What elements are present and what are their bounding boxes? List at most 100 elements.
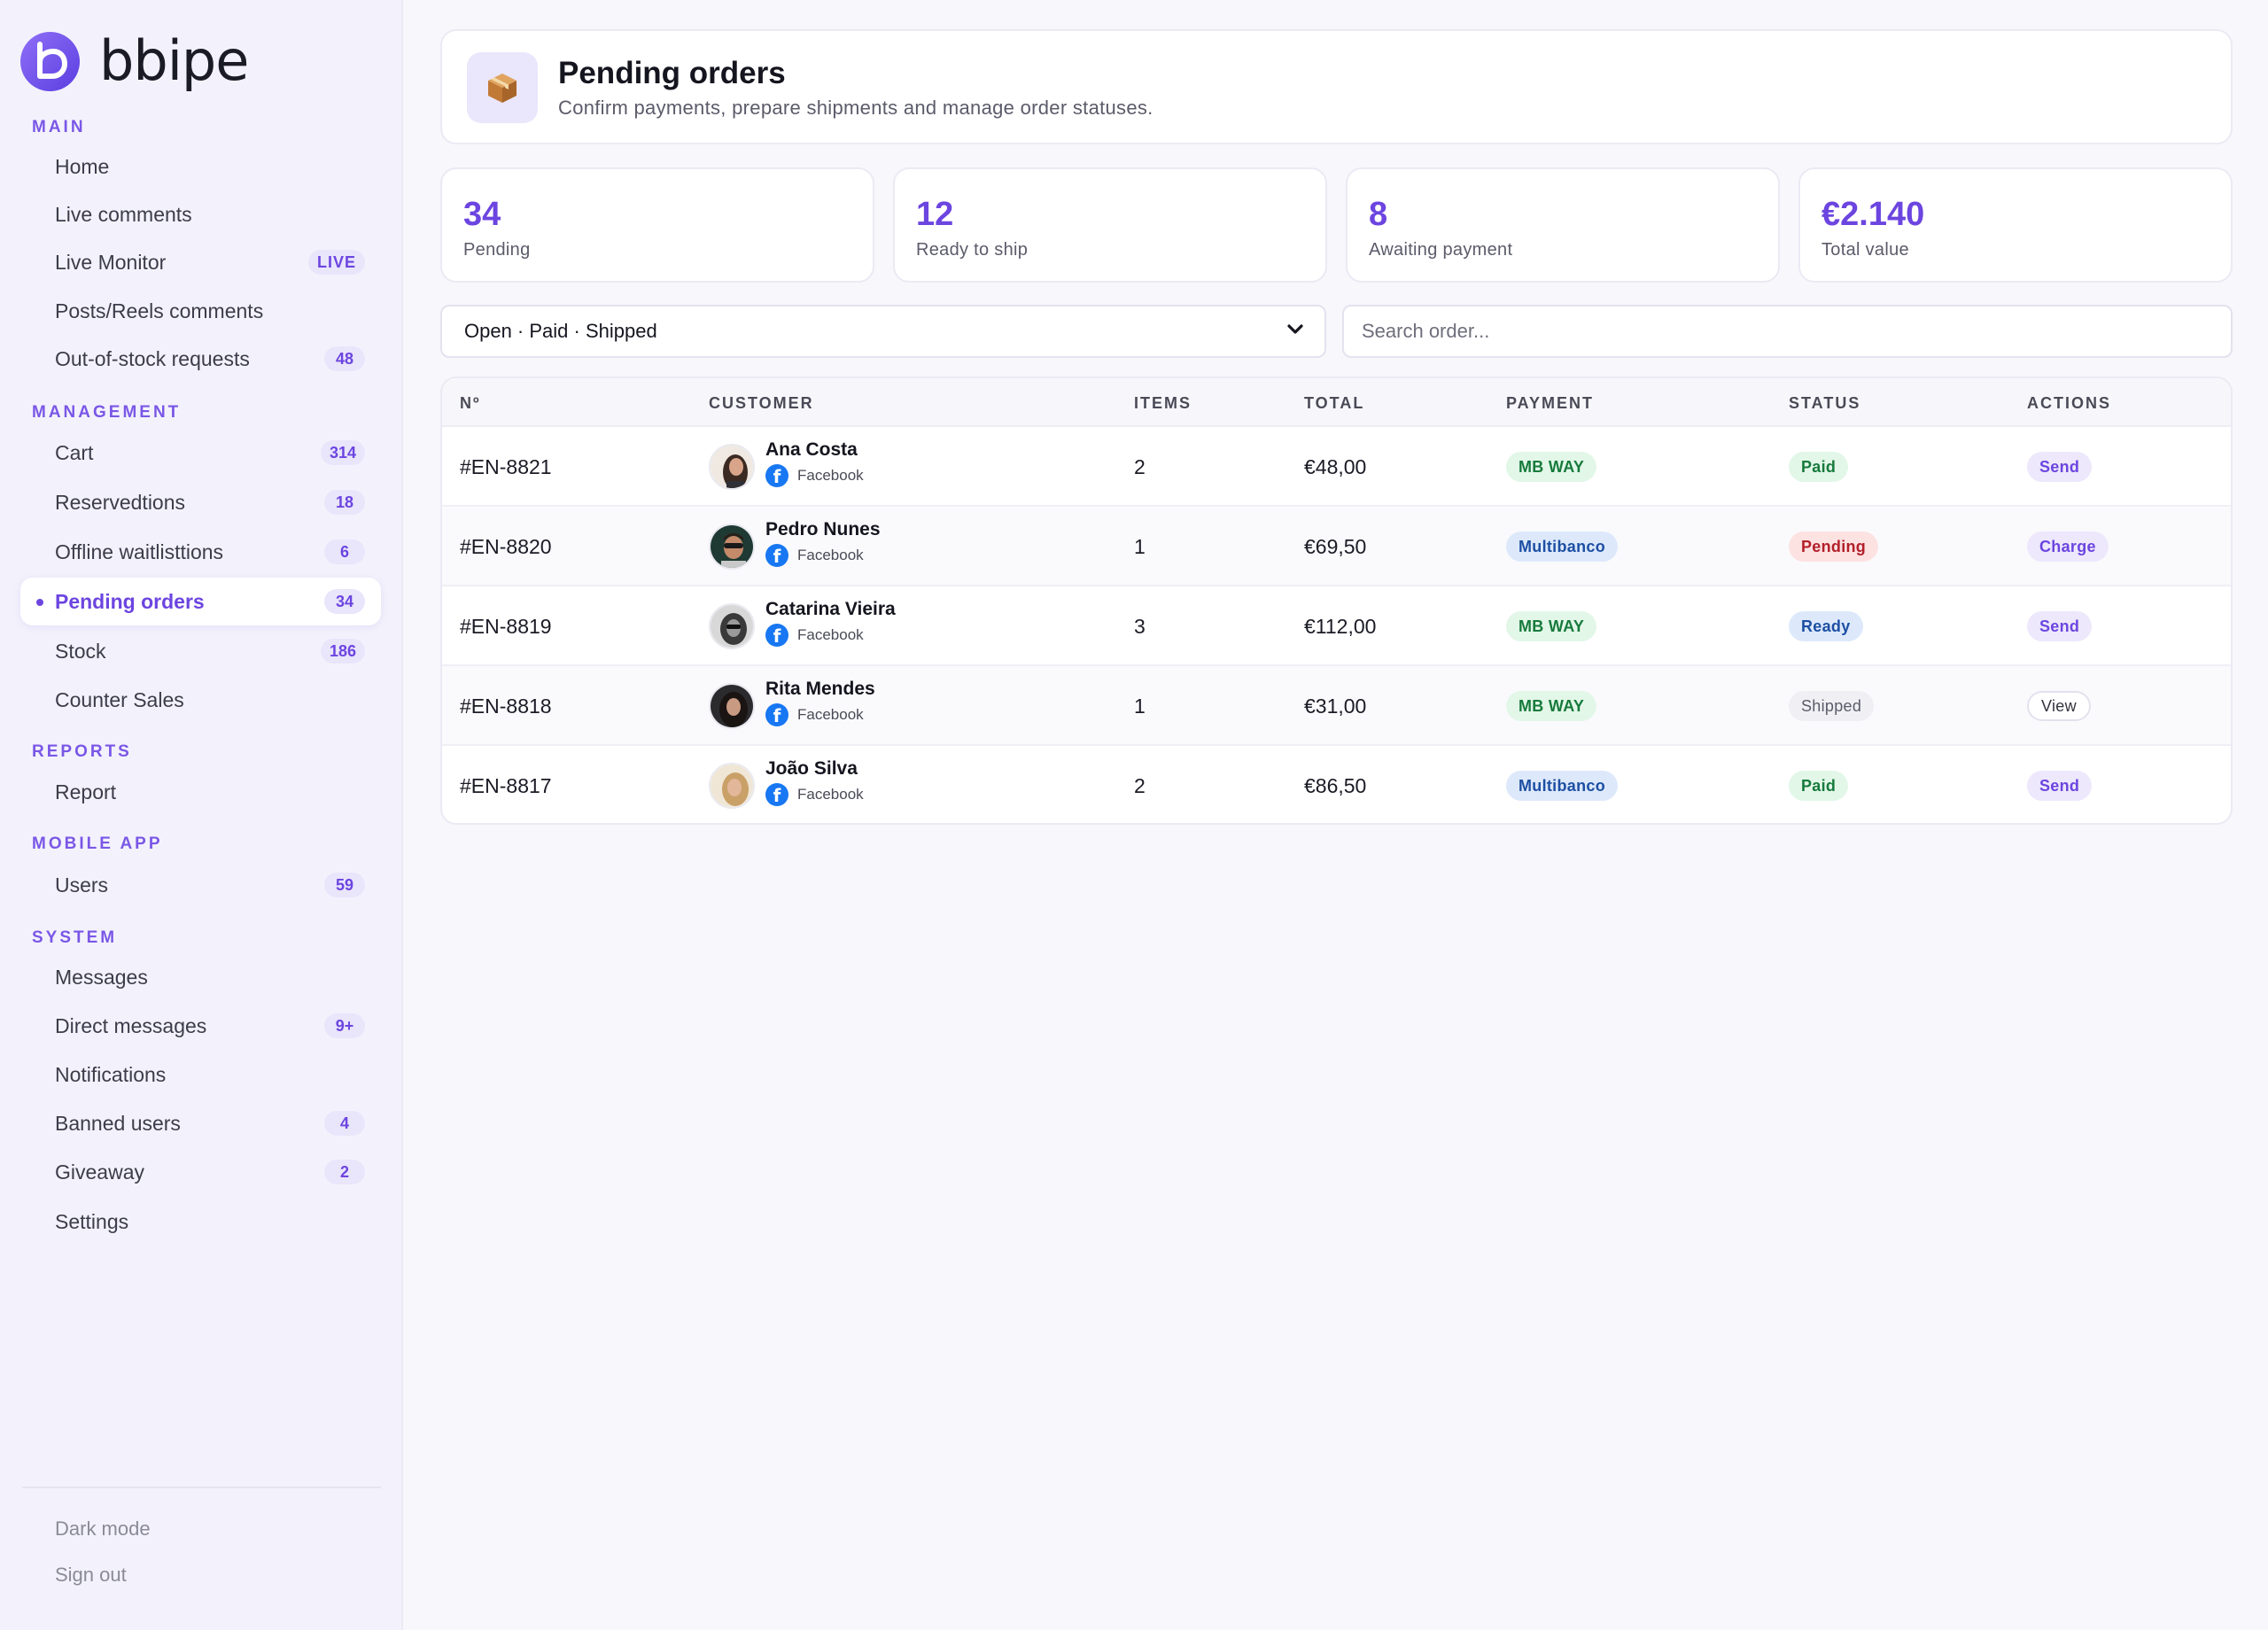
stat-card-total-value: €2.140 Total value — [1798, 167, 2233, 283]
stat-card-awaiting-payment: 8 Awaiting payment — [1346, 167, 1780, 283]
sidebar-item-stock[interactable]: Stock 186 — [20, 627, 381, 675]
payment-badge: MB WAY — [1506, 611, 1597, 641]
page-subtitle: Confirm payments, prepare shipments and … — [558, 97, 1153, 119]
customer-cell: Ana Costa f Facebook — [709, 427, 1081, 507]
customer-name: Ana Costa — [765, 439, 858, 460]
send-button[interactable]: Send — [2027, 452, 2093, 482]
sidebar-item-giveaway[interactable]: Giveaway 2 — [20, 1148, 381, 1196]
facebook-icon: f — [765, 703, 788, 726]
customer-source: f Facebook — [765, 703, 864, 726]
column-header-status: STATUS — [1789, 394, 1861, 412]
avatar — [709, 444, 755, 490]
order-number: #EN-8819 — [460, 614, 552, 638]
stat-label: Awaiting payment — [1369, 240, 1513, 260]
status-badge: Paid — [1789, 771, 1849, 801]
sidebar-item-settings[interactable]: Settings — [20, 1198, 381, 1246]
status-badge: Ready — [1789, 611, 1863, 641]
stat-value: 8 — [1369, 196, 1388, 233]
sidebar-item-live-monitor[interactable]: Live Monitor LIVE — [20, 238, 381, 286]
view-button[interactable]: View — [2027, 691, 2091, 721]
sidebar-item-label: Direct messages — [55, 1013, 207, 1037]
sidebar-item-label: Messages — [55, 965, 148, 989]
sidebar-item-label: Out-of-stock requests — [55, 346, 250, 370]
order-number: #EN-8820 — [460, 534, 552, 558]
table-row[interactable]: #EN-8818 Rita Mendes f Facebook 1 €31,00… — [442, 666, 2231, 746]
sidebar-item-offline-waitlists[interactable]: Offline waitlisttions 6 — [20, 528, 381, 576]
items-count: 1 — [1134, 534, 1146, 558]
avatar — [709, 603, 755, 649]
sidebar-item-label: Users — [55, 873, 109, 896]
table-row[interactable]: #EN-8819 Catarina Vieira f Facebook 3 €1… — [442, 586, 2231, 666]
order-total: €112,00 — [1304, 614, 1377, 638]
sidebar-item-messages[interactable]: Messages — [20, 953, 381, 1001]
count-badge: 186 — [320, 639, 365, 664]
sidebar-item-users[interactable]: Users 59 — [20, 861, 381, 909]
sidebar-item-live-comments[interactable]: Live comments — [20, 190, 381, 238]
count-badge: 2 — [324, 1160, 365, 1184]
customer-source: f Facebook — [765, 624, 864, 647]
sidebar-item-label: Reservedtions — [55, 490, 186, 514]
sidebar-item-label: Pending orders — [55, 589, 205, 613]
table-row[interactable]: #EN-8821 Ana Costa f Facebook 2 €48,00 M… — [442, 427, 2231, 507]
source-label: Facebook — [797, 547, 864, 563]
avatar — [709, 763, 755, 809]
stat-card-ready-to-ship: 12 Ready to ship — [893, 167, 1327, 283]
section-main: MAIN — [32, 118, 86, 136]
sign-out-button[interactable]: Sign out — [55, 1564, 127, 1586]
brand-name: bbipe — [99, 28, 249, 93]
sidebar-item-label: Settings — [55, 1209, 129, 1233]
count-badge: 314 — [320, 440, 365, 465]
table-row[interactable]: #EN-8817 João Silva f Facebook 2 €86,50 … — [442, 746, 2231, 823]
stat-card-pending: 34 Pending — [440, 167, 874, 283]
sidebar-item-counter-sales[interactable]: Counter Sales — [20, 676, 381, 724]
charge-button[interactable]: Charge — [2027, 532, 2109, 562]
sidebar-item-banned-users[interactable]: Banned users 4 — [20, 1099, 381, 1147]
order-total: €69,50 — [1304, 534, 1367, 558]
sidebar-item-report[interactable]: Report — [20, 768, 381, 816]
sidebar-item-label: Banned users — [55, 1111, 181, 1135]
customer-cell: Rita Mendes f Facebook — [709, 666, 1081, 746]
dark-mode-toggle[interactable]: Dark mode — [55, 1517, 151, 1540]
source-label: Facebook — [797, 467, 864, 484]
sidebar: bbipe MAIN Home Live comments Live Monit… — [0, 0, 403, 1630]
status-filter-value: Open · Paid · Shipped — [464, 320, 657, 342]
send-button[interactable]: Send — [2027, 611, 2093, 641]
sidebar-item-home[interactable]: Home — [20, 143, 381, 190]
sidebar-item-reservations[interactable]: Reservedtions 18 — [20, 478, 381, 526]
customer-name: Rita Mendes — [765, 679, 875, 699]
sidebar-item-cart[interactable]: Cart 314 — [20, 429, 381, 477]
stat-label: Ready to ship — [916, 240, 1029, 260]
page-header: Pending orders Confirm payments, prepare… — [440, 29, 2233, 144]
status-filter-select[interactable]: Open · Paid · Shipped — [440, 305, 1326, 358]
column-header-actions: ACTIONS — [2027, 394, 2111, 412]
sidebar-item-out-of-stock-requests[interactable]: Out-of-stock requests 48 — [20, 335, 381, 383]
sidebar-item-notifications[interactable]: Notifications — [20, 1051, 381, 1098]
items-count: 3 — [1134, 614, 1146, 638]
customer-source: f Facebook — [765, 544, 864, 567]
customer-source: f Facebook — [765, 783, 864, 806]
section-system: SYSTEM — [32, 928, 118, 947]
customer-name: João Silva — [765, 758, 858, 779]
payment-badge: Multibanco — [1506, 771, 1618, 801]
sidebar-item-label: Posts/Reels comments — [55, 299, 264, 322]
column-header-customer: CUSTOMER — [709, 394, 814, 412]
order-total: €31,00 — [1304, 694, 1367, 718]
sidebar-item-posts-reels-comments[interactable]: Posts/Reels comments — [20, 287, 381, 335]
table-header: Nº CUSTOMER ITEMS TOTAL PAYMENT STATUS A… — [442, 378, 2231, 427]
orders-table: Nº CUSTOMER ITEMS TOTAL PAYMENT STATUS A… — [440, 376, 2233, 825]
column-header-number: Nº — [460, 394, 481, 412]
items-count: 1 — [1134, 694, 1146, 718]
sidebar-item-label: Offline waitlisttions — [55, 539, 224, 563]
sidebar-item-direct-messages[interactable]: Direct messages 9+ — [20, 1002, 381, 1050]
brand-logo[interactable]: bbipe — [20, 28, 249, 93]
stat-value: 34 — [463, 196, 501, 233]
table-row[interactable]: #EN-8820 Pedro Nunes f Facebook 1 €69,50… — [442, 507, 2231, 586]
status-badge: Shipped — [1789, 691, 1875, 721]
payment-badge: MB WAY — [1506, 452, 1597, 482]
chevron-down-icon — [1285, 319, 1305, 344]
avatar — [709, 524, 755, 570]
search-order-input[interactable] — [1342, 305, 2233, 358]
live-badge: LIVE — [307, 250, 365, 275]
send-button[interactable]: Send — [2027, 771, 2093, 801]
sidebar-item-pending-orders[interactable]: Pending orders 34 — [20, 578, 381, 625]
